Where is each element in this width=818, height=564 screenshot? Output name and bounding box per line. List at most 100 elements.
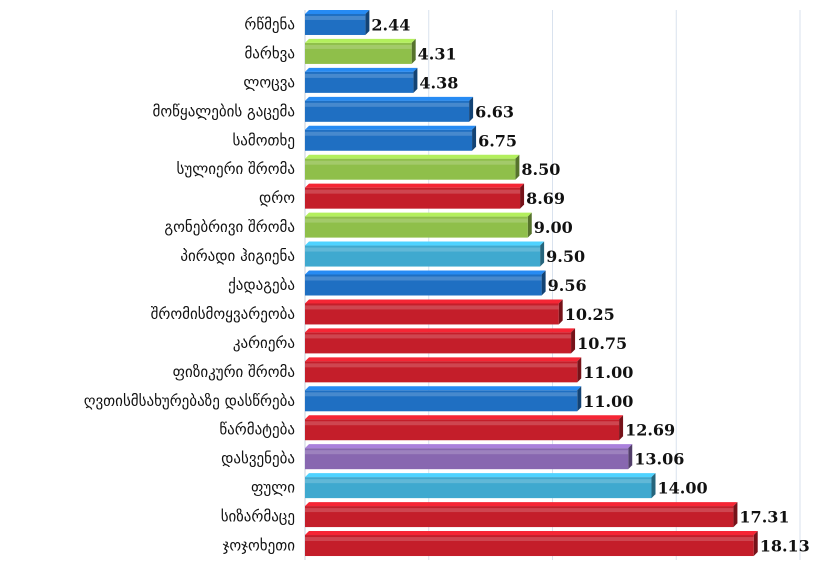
value-label: 6.75 — [478, 131, 517, 150]
bar-top — [305, 502, 738, 507]
bar-highlight — [305, 276, 542, 281]
bar — [305, 328, 576, 354]
value-label: 9.00 — [534, 218, 573, 237]
value-label: 12.69 — [625, 421, 675, 440]
bar — [305, 415, 624, 441]
value-label: 8.50 — [521, 160, 560, 179]
bar-side — [628, 444, 633, 470]
value-label: 18.13 — [760, 537, 810, 556]
bar-highlight — [305, 15, 366, 20]
value-label: 4.38 — [419, 73, 458, 92]
bar-front — [305, 274, 542, 296]
bar-highlight — [305, 102, 470, 107]
bar-top — [305, 67, 418, 72]
category-label: ფული — [251, 479, 295, 497]
bar-highlight — [305, 247, 541, 252]
category-label: პირადი ჰიგიენა — [180, 247, 295, 265]
value-label: 2.44 — [371, 15, 410, 34]
bar-top — [305, 154, 520, 159]
bar-highlight — [305, 160, 516, 165]
bar-highlight — [305, 73, 414, 78]
value-label: 14.00 — [658, 479, 708, 498]
bar-top — [305, 212, 532, 217]
bar-highlight — [305, 189, 521, 194]
category-label: დრო — [259, 189, 295, 207]
bar-front — [305, 332, 572, 354]
bar-top — [305, 415, 624, 420]
bar-side — [469, 96, 474, 122]
category-label: ჯოჯოხეთი — [223, 537, 296, 555]
category-label: მარხვა — [244, 44, 295, 62]
bar-highlight — [305, 334, 572, 339]
bar-side — [365, 9, 370, 35]
value-labels: 2.44 4.31 4.38 6.63 6.758.50 8.69 9.00 9.50 9.56… — [371, 15, 809, 555]
bar-side — [527, 212, 532, 238]
bar-top — [305, 241, 545, 246]
bar-front — [305, 303, 559, 325]
bar-front — [305, 506, 734, 528]
bar-side — [515, 154, 520, 180]
category-label: წარმატება — [219, 421, 295, 439]
bar-front — [305, 158, 516, 180]
bar — [305, 67, 418, 93]
bar-side — [558, 299, 563, 325]
category-label: სიზარმაცე — [221, 508, 295, 526]
bar-top — [305, 125, 477, 130]
value-label: 10.25 — [565, 305, 615, 324]
bar-top — [305, 299, 563, 304]
bar-side — [651, 473, 656, 499]
bar — [305, 502, 738, 528]
bar-side — [577, 386, 582, 412]
bar — [305, 38, 416, 64]
bar — [305, 531, 758, 557]
category-label: რწმენა — [244, 15, 295, 33]
bar-highlight — [305, 305, 559, 310]
bar-side — [753, 531, 758, 557]
bar-highlight — [305, 392, 578, 397]
bar-highlight — [305, 218, 528, 223]
value-label: 11.00 — [583, 363, 633, 382]
value-label: 9.50 — [546, 247, 585, 266]
bar-front — [305, 419, 620, 441]
bar — [305, 357, 582, 383]
bar-side — [520, 183, 525, 209]
bar-top — [305, 357, 582, 362]
bar-front — [305, 71, 414, 93]
value-label: 8.69 — [526, 189, 565, 208]
bar-side — [540, 241, 545, 267]
value-label: 10.75 — [577, 334, 627, 353]
category-labels: რწმენა მარხვა ლოცვა მოწყალების გაცემა სამოთხ… — [84, 15, 296, 554]
bar — [305, 241, 545, 267]
bar — [305, 9, 370, 35]
category-label: დასვენება — [221, 450, 295, 468]
category-label: ლოცვა — [243, 73, 295, 91]
value-label: 4.31 — [418, 44, 457, 63]
bar-top — [305, 270, 546, 275]
value-label: 6.63 — [475, 102, 514, 121]
value-label: 17.31 — [739, 508, 789, 527]
bar — [305, 183, 525, 209]
bar — [305, 299, 563, 325]
category-label: ფიზიკური შრომა — [173, 363, 295, 381]
bar-top — [305, 96, 474, 101]
bar-top — [305, 531, 758, 536]
bar-side — [619, 415, 624, 441]
bar-top — [305, 38, 416, 43]
bar — [305, 96, 474, 122]
value-label: 13.06 — [634, 450, 684, 469]
category-label: გონებრივი შრომა — [164, 218, 295, 236]
bar — [305, 125, 477, 151]
bar-side — [411, 38, 416, 64]
bar — [305, 154, 520, 180]
bar-highlight — [305, 421, 620, 426]
bar-top — [305, 473, 656, 478]
category-label: შრომისმოყვარეობა — [151, 305, 295, 323]
bar-front — [305, 245, 541, 267]
category-label: ღვთისმსახურებაზე დასწრება — [84, 392, 295, 410]
bar-side — [577, 357, 582, 383]
bar-top — [305, 444, 633, 449]
bar-front — [305, 42, 412, 64]
bar-highlight — [305, 131, 473, 136]
bar — [305, 473, 656, 499]
